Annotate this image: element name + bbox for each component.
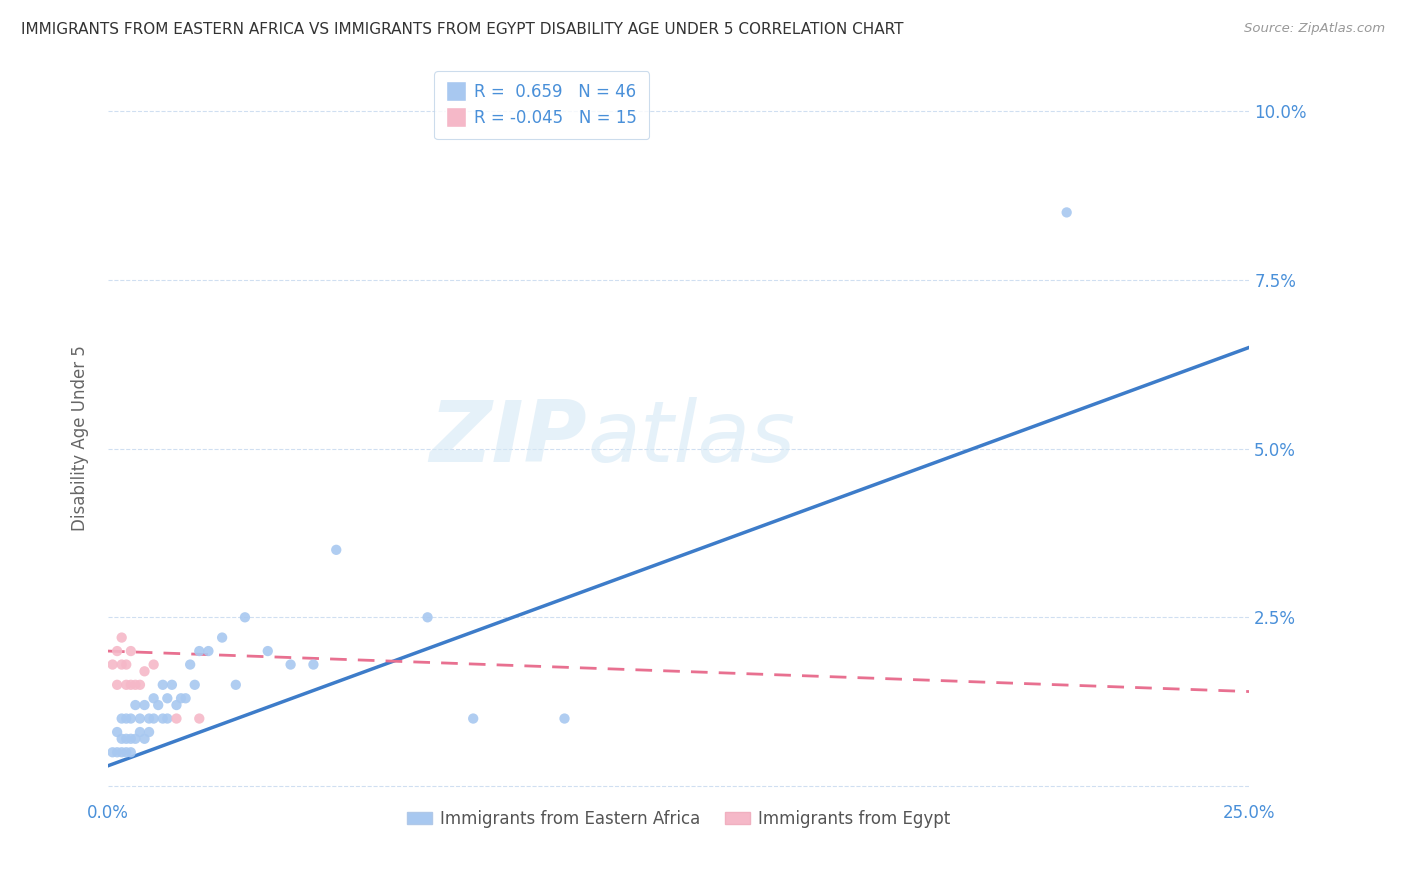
Point xyxy=(111,745,134,759)
Point xyxy=(120,745,142,759)
Point xyxy=(142,712,165,726)
Point xyxy=(280,657,302,672)
Text: ZIP: ZIP xyxy=(430,397,588,480)
Point xyxy=(129,712,152,726)
Point xyxy=(156,712,179,726)
Point xyxy=(302,657,325,672)
Point xyxy=(179,657,201,672)
Y-axis label: Disability Age Under 5: Disability Age Under 5 xyxy=(72,345,89,532)
Point xyxy=(111,712,134,726)
Point xyxy=(188,712,211,726)
Point xyxy=(111,731,134,746)
Point xyxy=(197,644,219,658)
Point xyxy=(152,712,174,726)
Point xyxy=(188,644,211,658)
Point xyxy=(124,731,146,746)
Point xyxy=(124,678,146,692)
Point xyxy=(134,731,156,746)
Point xyxy=(129,725,152,739)
Point xyxy=(134,698,156,712)
Point xyxy=(156,691,179,706)
Point xyxy=(115,731,138,746)
Point xyxy=(233,610,256,624)
Point xyxy=(105,644,128,658)
Point xyxy=(111,657,134,672)
Point xyxy=(105,745,128,759)
Point xyxy=(174,691,197,706)
Point xyxy=(148,698,170,712)
Point xyxy=(120,678,142,692)
Point xyxy=(115,745,138,759)
Point xyxy=(166,712,188,726)
Point xyxy=(138,725,160,739)
Point xyxy=(256,644,278,658)
Point xyxy=(138,712,160,726)
Legend: Immigrants from Eastern Africa, Immigrants from Egypt: Immigrants from Eastern Africa, Immigran… xyxy=(399,803,957,835)
Point xyxy=(101,657,124,672)
Point xyxy=(120,731,142,746)
Point xyxy=(142,657,165,672)
Point xyxy=(105,725,128,739)
Point xyxy=(166,698,188,712)
Point xyxy=(105,678,128,692)
Text: atlas: atlas xyxy=(588,397,796,480)
Point xyxy=(1056,205,1078,219)
Point xyxy=(120,712,142,726)
Point xyxy=(170,691,193,706)
Point xyxy=(134,665,156,679)
Point xyxy=(111,631,134,645)
Text: Source: ZipAtlas.com: Source: ZipAtlas.com xyxy=(1244,22,1385,36)
Point xyxy=(152,678,174,692)
Point xyxy=(129,678,152,692)
Point xyxy=(225,678,247,692)
Point xyxy=(115,657,138,672)
Point xyxy=(183,678,205,692)
Point xyxy=(160,678,183,692)
Point xyxy=(101,745,124,759)
Point xyxy=(416,610,439,624)
Point xyxy=(142,691,165,706)
Point xyxy=(553,712,575,726)
Point xyxy=(124,698,146,712)
Point xyxy=(120,644,142,658)
Text: IMMIGRANTS FROM EASTERN AFRICA VS IMMIGRANTS FROM EGYPT DISABILITY AGE UNDER 5 C: IMMIGRANTS FROM EASTERN AFRICA VS IMMIGR… xyxy=(21,22,904,37)
Point xyxy=(115,678,138,692)
Point xyxy=(463,712,485,726)
Point xyxy=(211,631,233,645)
Point xyxy=(115,712,138,726)
Point xyxy=(325,542,347,557)
